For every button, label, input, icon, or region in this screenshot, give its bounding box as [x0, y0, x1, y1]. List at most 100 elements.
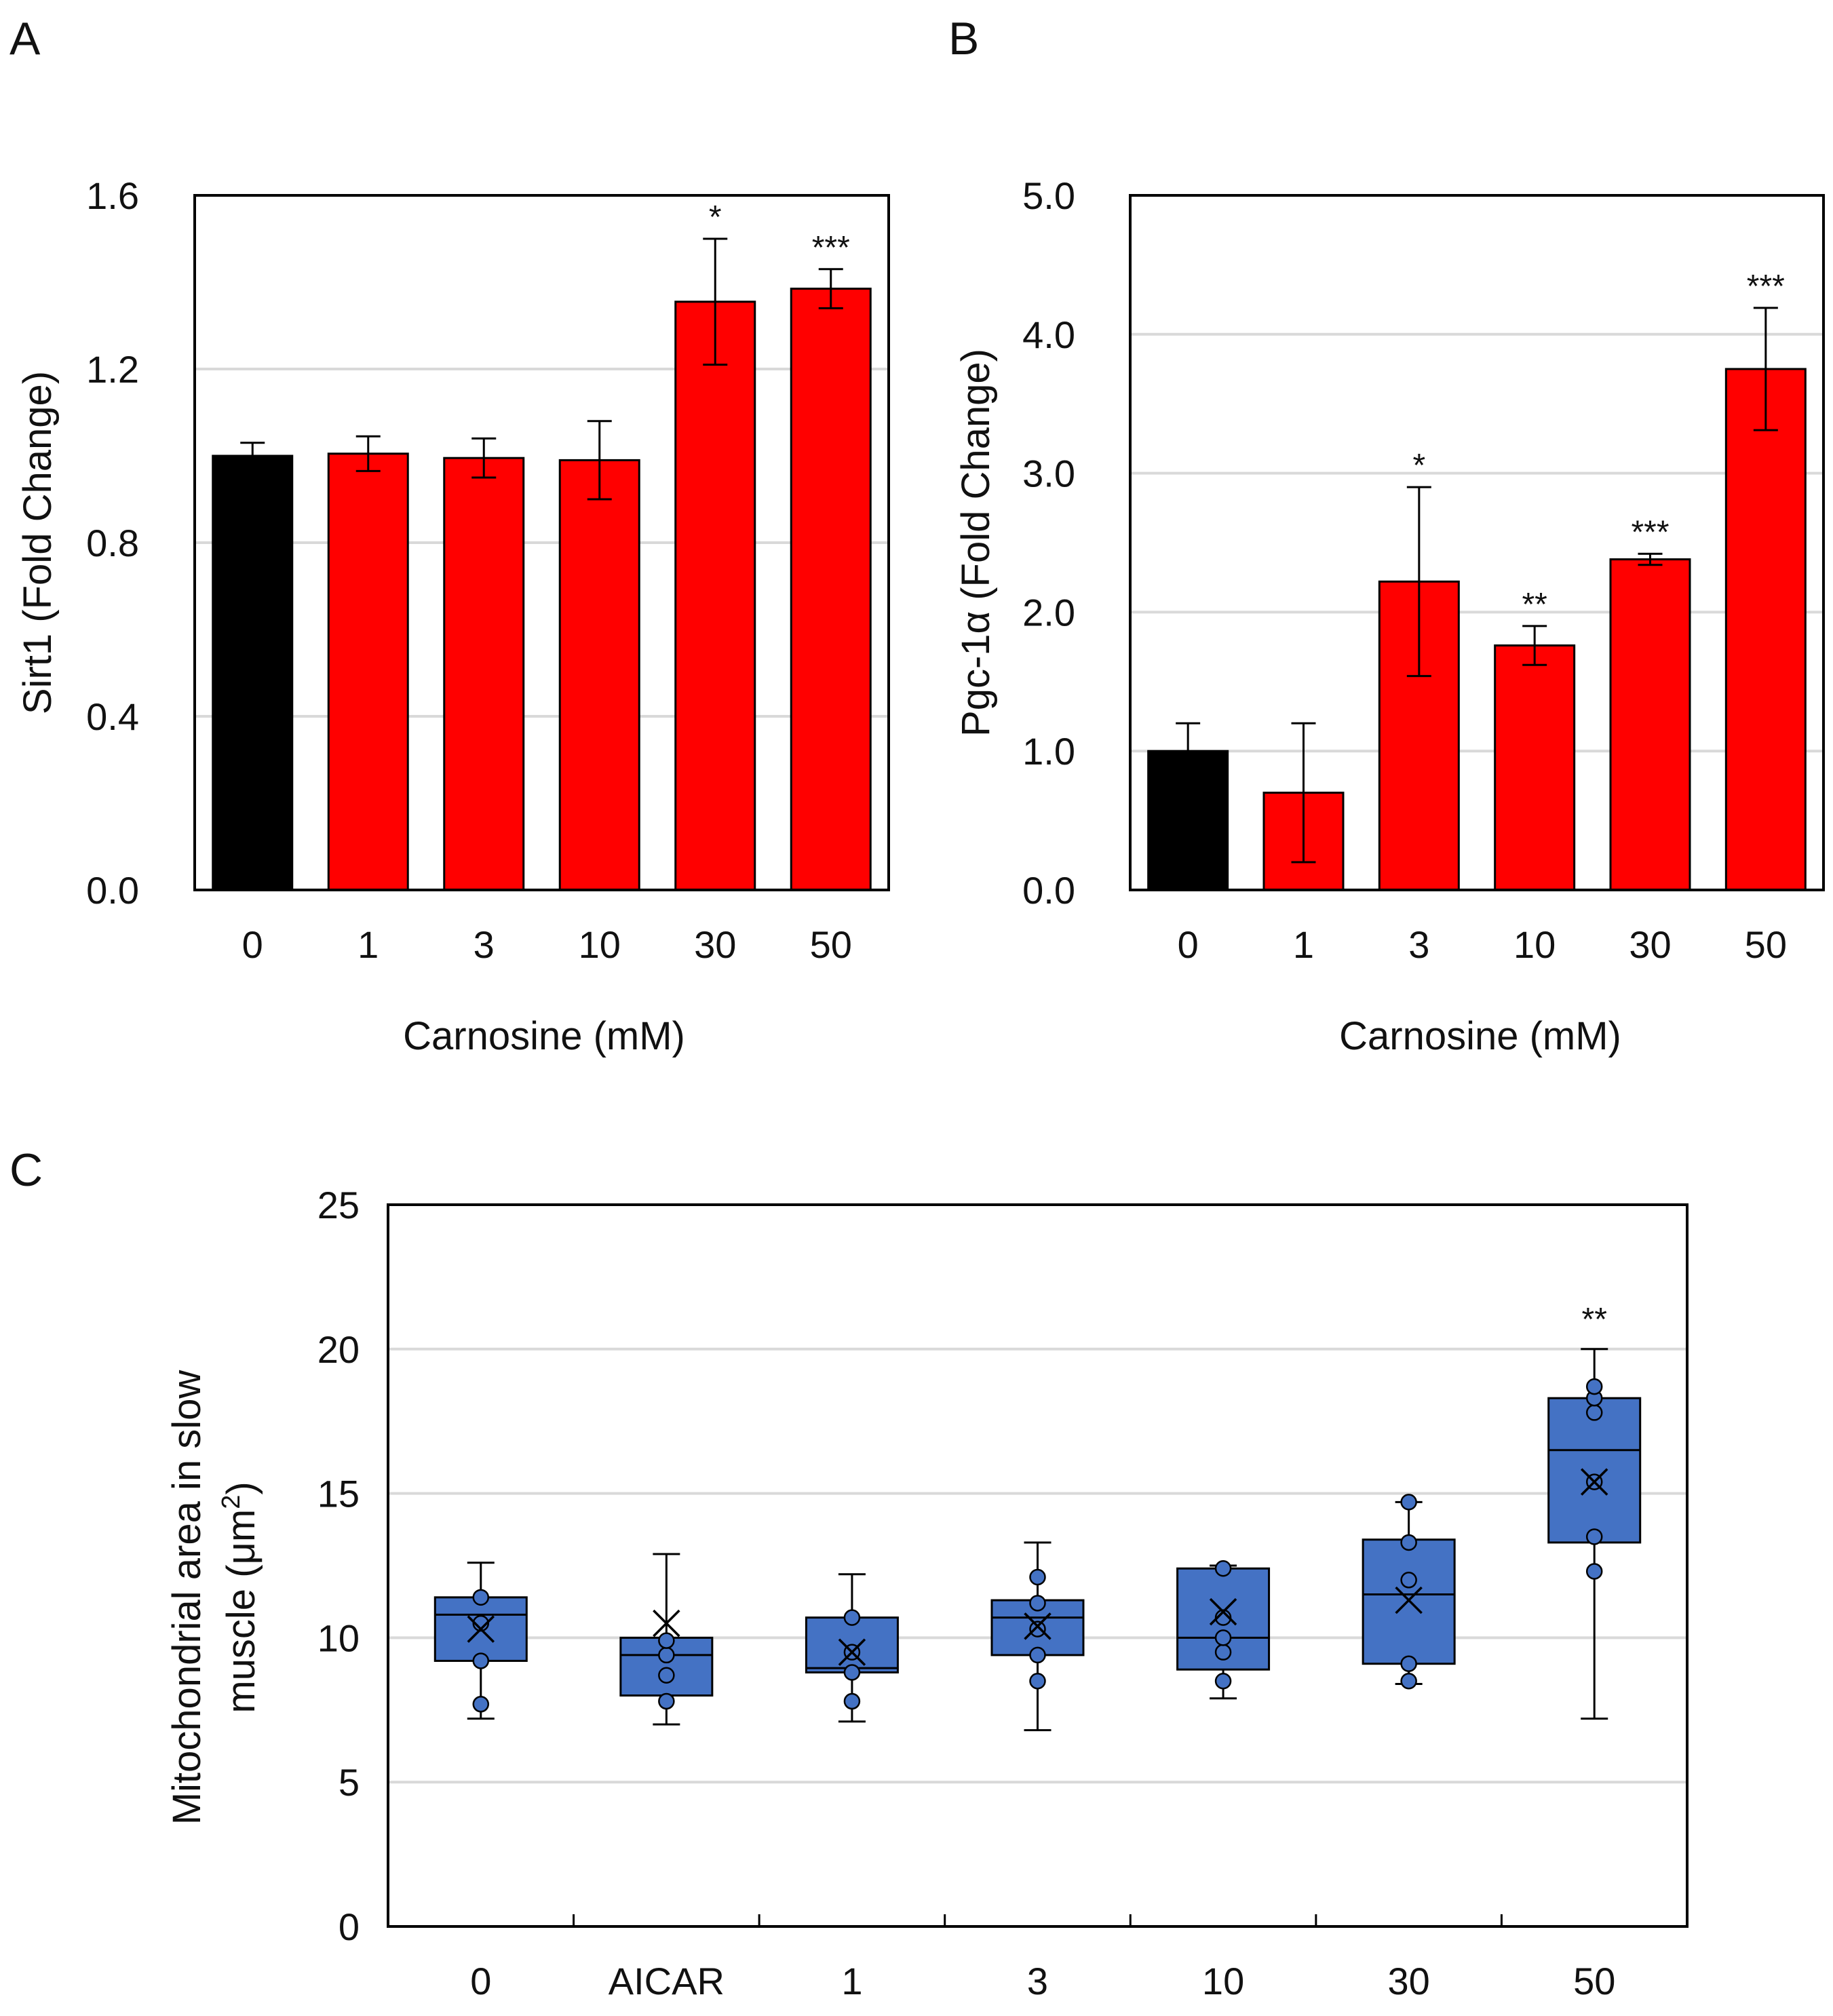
panel-c-data-point — [1029, 1621, 1046, 1637]
panel-c-data-point — [843, 1692, 861, 1710]
panel-c-y-tick-label: 5 — [339, 1761, 360, 1804]
panel-c-y-axis-title-line2-end: ) — [219, 1481, 263, 1494]
panel-a-x-tick-label: 50 — [810, 923, 852, 966]
panel-a-x-tick-label: 3 — [474, 923, 495, 966]
panel-b-bars: ********* — [1147, 269, 1807, 891]
panel-c-x-tick-label: 50 — [1573, 1960, 1615, 2002]
panel-c-y-tick-label: 0 — [339, 1905, 360, 1948]
panel-a-x-ticks: 0 1 3 10 30 50 — [242, 923, 852, 966]
panel-c-data-point — [1400, 1494, 1417, 1511]
panel-b-y-tick-label: 5.0 — [1022, 174, 1075, 217]
panel-c-data-point — [1400, 1672, 1417, 1690]
panel-a-bar — [674, 301, 756, 891]
panel-b-x-tick-label: 3 — [1408, 923, 1429, 966]
panel-a-x-tick-label: 0 — [242, 923, 263, 966]
panel-c-y-tick-label: 15 — [317, 1473, 360, 1515]
panel-a-x-tick-label: 30 — [694, 923, 736, 966]
panel-c-data-point — [658, 1667, 675, 1684]
panel-c-data-point — [1029, 1568, 1046, 1586]
panel-c-data-point — [472, 1652, 490, 1669]
panel-c-y-tick-label: 25 — [317, 1184, 360, 1226]
panel-c-mean-marker — [653, 1609, 680, 1637]
panel-a-y-tick-label: 0.8 — [86, 522, 139, 564]
panel-a-y-tick-label: 0.0 — [86, 869, 139, 912]
panel-b-y-tick-label: 2.0 — [1022, 591, 1075, 634]
panel-b-significance-marker: *** — [1747, 269, 1785, 305]
panel-c-mitochondrial-box-chart: ** 0 5 10 15 20 25 0 AICAR 1 3 10 30 50 Mitochondri… — [165, 1184, 1689, 2002]
panel-c-data-point — [1214, 1672, 1232, 1690]
panel-b-significance-marker: ** — [1522, 587, 1547, 623]
panel-c-data-point — [1029, 1672, 1046, 1690]
panel-c-data-point — [1029, 1595, 1046, 1612]
panel-b-plot-frame — [1129, 194, 1825, 891]
panel-c-y-axis-title-line2: muscle (μm2) — [217, 1481, 263, 1713]
panel-a-x-axis-title: Carnosine (mM) — [403, 1014, 685, 1058]
panel-label-a: A — [9, 13, 41, 64]
panel-c-x-ticks: 0 AICAR 1 3 10 30 50 — [470, 1914, 1615, 2002]
panel-c-data-point — [1214, 1560, 1232, 1577]
panel-c-mean-marker — [1024, 1612, 1051, 1640]
panel-b-gridlines — [1130, 332, 1824, 753]
panel-c-plot-frame — [387, 1203, 1689, 1928]
panel-c-x-tick-label: AICAR — [609, 1960, 725, 2002]
panel-c-y-axis-title-line2-base: muscle (μm — [219, 1509, 263, 1713]
panel-c-x-tick-label: 0 — [470, 1960, 491, 2002]
panel-c-mean-marker — [1209, 1597, 1237, 1626]
panel-b-significance-marker: * — [1412, 448, 1425, 484]
panel-c-boxes: ** — [433, 1302, 1642, 1732]
panel-c-data-point — [1400, 1534, 1417, 1551]
panel-c-x-tick-label: 30 — [1387, 1960, 1429, 2002]
panel-c-mean-marker — [1580, 1468, 1608, 1496]
panel-c-data-point — [472, 1589, 490, 1606]
panel-c-data-point — [658, 1692, 675, 1710]
panel-b-x-tick-label: 50 — [1745, 923, 1787, 966]
panel-c-data-point — [1214, 1629, 1232, 1646]
panel-a-x-tick-label: 10 — [579, 923, 621, 966]
panel-c-mean-marker — [838, 1638, 866, 1666]
panel-c-mean-marker — [467, 1615, 495, 1643]
panel-b-x-ticks: 0 1 3 10 30 50 — [1178, 923, 1787, 966]
panel-c-y-tick-label: 20 — [317, 1328, 360, 1371]
panel-a-bar — [443, 457, 525, 891]
panel-c-y-axis-title-line1: Mitochondrial area in slow — [165, 1370, 209, 1825]
panel-c-x-tick-label: 10 — [1202, 1960, 1244, 2002]
panel-c-data-point — [1400, 1655, 1417, 1672]
panel-b-y-tick-label: 0.0 — [1022, 869, 1075, 912]
panel-c-data-point — [658, 1646, 675, 1664]
panel-a-significance-marker: * — [709, 199, 722, 235]
panel-b-y-axis-title: Pgc-1α (Fold Change) — [954, 349, 998, 737]
panel-a-significance-marker: *** — [812, 230, 850, 266]
panel-a-gridlines — [195, 368, 889, 718]
panel-label-c: C — [9, 1144, 43, 1196]
panel-c-data-point — [843, 1609, 861, 1626]
panel-a-bar — [212, 454, 294, 891]
panel-c-data-point — [1585, 1563, 1603, 1580]
panel-a-y-ticks: 0.0 0.4 0.8 1.2 1.6 — [86, 174, 139, 912]
panel-a-sirt1-chart: **** 0.00.40.81.21.6 0 1 3 10 30 50 Carnosine… — [16, 174, 890, 1058]
panel-a-y-tick-label: 1.6 — [86, 174, 139, 217]
panel-c-data-point — [472, 1614, 490, 1632]
panel-c-data-point — [1585, 1528, 1603, 1545]
panel-c-data-point — [1585, 1378, 1603, 1395]
panel-b-x-tick-label: 30 — [1629, 923, 1671, 966]
panel-b-bar — [1494, 644, 1576, 891]
panel-a-x-tick-label: 1 — [358, 923, 379, 966]
panel-label-b: B — [948, 13, 979, 64]
panel-c-y-tick-label: 10 — [317, 1616, 360, 1659]
panel-c-significance-marker: ** — [1582, 1302, 1607, 1338]
panel-a-y-tick-label: 1.2 — [86, 348, 139, 391]
panel-b-x-axis-title: Carnosine (mM) — [1339, 1014, 1621, 1058]
panel-c-data-point — [1400, 1572, 1417, 1589]
panel-a-y-tick-label: 0.4 — [86, 695, 139, 738]
panel-c-data-point — [472, 1696, 490, 1713]
panel-a-bars: **** — [212, 199, 872, 891]
panel-c-data-point — [658, 1632, 675, 1649]
panel-c-data-point — [1214, 1644, 1232, 1661]
panel-b-pgc1a-chart: ********* 0.01.02.03.04.05.0 0 1 3 10 30 50 C… — [954, 174, 1825, 1058]
panel-c-y-ticks: 0 5 10 15 20 25 — [317, 1184, 360, 1948]
panel-b-y-tick-label: 1.0 — [1022, 730, 1075, 773]
panel-c-mean-marker — [1395, 1586, 1423, 1614]
panel-c-data-point — [1585, 1404, 1603, 1421]
panel-c-y-axis-title-superscript: 2 — [217, 1495, 246, 1509]
panel-b-x-tick-label: 10 — [1513, 923, 1556, 966]
